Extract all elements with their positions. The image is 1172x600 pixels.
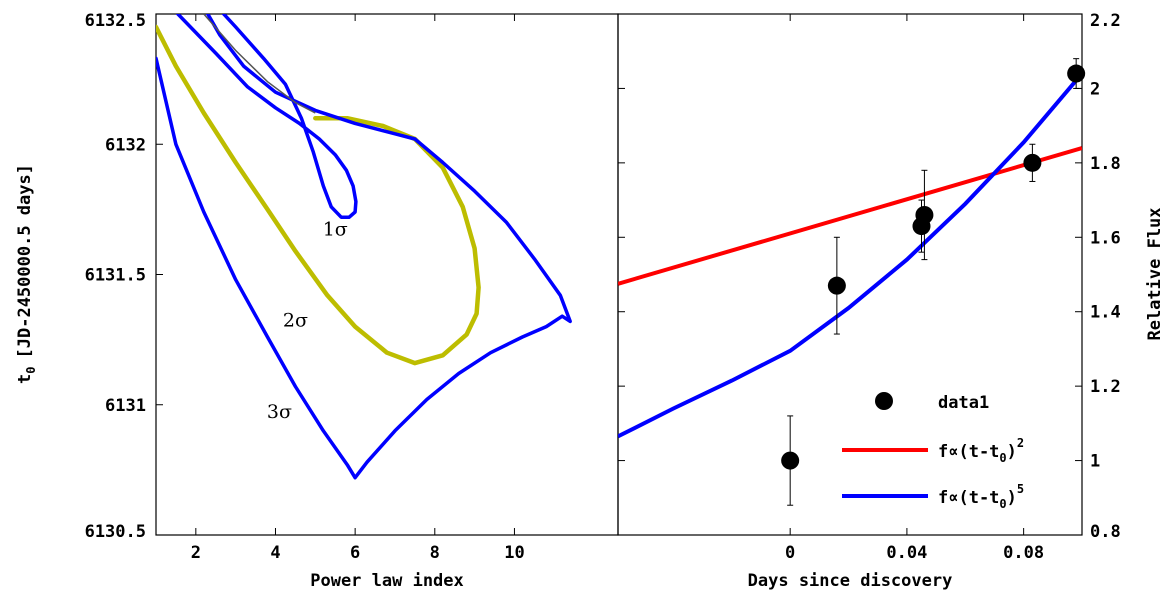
- right-y-tick-label: 1.6: [1090, 228, 1121, 248]
- data-point: [827, 276, 846, 295]
- left-y-tick-label: 6132.5: [85, 11, 146, 31]
- legend-data-marker: [875, 392, 893, 410]
- right-y-tick-label: 0.8: [1090, 522, 1121, 542]
- right-x-tick-label: 0.04: [886, 543, 927, 563]
- contour-annotation-1: 1σ: [323, 218, 348, 240]
- right-y-tick-label: 1: [1090, 452, 1100, 472]
- left-x-tick-label: 6: [350, 543, 360, 563]
- right-x-tick-label: 0.08: [1003, 543, 1044, 563]
- right-chart-marks: 0 0.04 0.08 0.8 1 1.2 1.4 1.6 1.8 2 2.2 data1 f∝(t-t…: [618, 11, 1121, 563]
- series-layer: [618, 72, 1082, 439]
- left-x-tick-label: 2: [191, 543, 201, 563]
- right-x-tick-label: 0: [785, 543, 795, 563]
- right-y-tick-label: 1.4: [1090, 303, 1121, 323]
- legend-series-label-1: f∝(t-t0)2: [938, 436, 1024, 465]
- data-point: [1067, 64, 1086, 83]
- y-label-suffix: [JD-2450000.5 days]: [15, 164, 35, 358]
- best-fit-ridge-line: [203, 14, 316, 114]
- data-point: [1023, 153, 1042, 172]
- legend-main-text: f∝(t-t: [938, 488, 999, 508]
- legend-subscript: 0: [999, 497, 1006, 511]
- right-y-tick-label: 1.8: [1090, 154, 1121, 174]
- left-y-axis-label: t0 [JD-2450000.5 days]: [15, 164, 38, 384]
- contour-annotation-2: 2σ: [283, 310, 308, 332]
- legend-data-label: data1: [938, 393, 989, 413]
- contour-2-line: [156, 24, 481, 366]
- series-line-2: [618, 72, 1082, 439]
- data-point: [915, 205, 934, 224]
- data-point: [781, 451, 800, 470]
- legend-subscript: 0: [999, 451, 1006, 465]
- left-y-tick-label: 6131.5: [85, 266, 146, 286]
- legend-series-label-2: f∝(t-t0)5: [938, 482, 1024, 511]
- svg-text:t0[JD-2450000.5 days]: t0 [JD-2450000.5 days]: [15, 164, 38, 384]
- left-plot-frame: [155, 13, 619, 536]
- contour-3-line: [156, 14, 572, 480]
- left-chart-marks: 1σ 2σ 3σ 2 4 6 8 10 6130.5 6131 6131.5 6132 6132.5: [85, 11, 572, 563]
- legend-main-text: f∝(t-t: [938, 442, 999, 462]
- left-y-tick-label: 6132: [105, 135, 146, 155]
- right-y-axis-label: Relative Flux: [1145, 207, 1165, 340]
- left-y-tick-label: 6131: [105, 396, 146, 416]
- left-x-tick-label: 4: [270, 543, 280, 563]
- right-x-axis-label: Days since discovery: [748, 571, 953, 591]
- right-plot-frame: [617, 13, 1083, 536]
- y-label-subscript: 0: [24, 366, 38, 373]
- legend-close-paren: ): [1007, 488, 1017, 508]
- left-x-tick-label: 8: [430, 543, 440, 563]
- legend-superscript: 5: [1017, 482, 1024, 496]
- left-x-tick-label: 10: [504, 543, 524, 563]
- contour-1-line: [176, 14, 358, 219]
- legend-superscript: 2: [1017, 436, 1024, 450]
- right-y-tick-label: 2: [1090, 79, 1100, 99]
- right-y-tick-label: 1.2: [1090, 377, 1121, 397]
- contour-layer: [156, 14, 572, 480]
- left-y-tick-label: 6130.5: [85, 522, 146, 542]
- legend-close-paren: ): [1007, 442, 1017, 462]
- series-line-1: [618, 146, 1082, 286]
- contour-annotation-3: 3σ: [267, 401, 292, 423]
- left-x-axis-label: Power law index: [310, 571, 464, 591]
- y-label-main: t: [15, 374, 35, 384]
- right-y-tick-label: 2.2: [1090, 11, 1121, 31]
